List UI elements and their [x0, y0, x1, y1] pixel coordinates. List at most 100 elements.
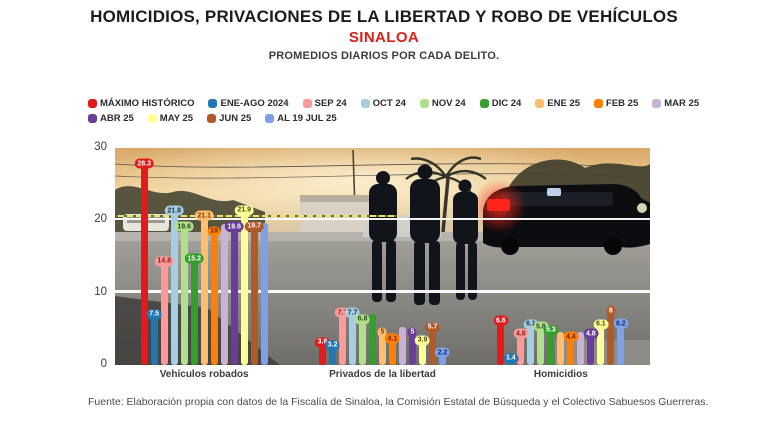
bar-value-label: 2.2 — [435, 347, 450, 358]
bar-value-label: 3.9 — [415, 335, 430, 346]
bar: 4.4 — [563, 331, 579, 365]
legend-label: AL 19 JUL 25 — [277, 113, 337, 124]
bar: 21.8 — [164, 205, 184, 365]
chart-tagline: PROMEDIOS DIARIOS POR CADA DELITO. — [268, 50, 500, 63]
bar-value-label: 28.3 — [134, 158, 154, 169]
bar: 19 — [207, 226, 221, 365]
blue-police-light — [547, 188, 561, 196]
legend-label: DIC 24 — [491, 98, 522, 109]
bar-value-label: 5.7 — [425, 322, 440, 333]
bar-value-label: 1.4 — [503, 353, 519, 364]
legend-swatch — [147, 114, 157, 123]
bar-value-label: 4.8 — [583, 328, 599, 339]
bar: 5.8 — [533, 321, 549, 365]
legend-label: MAR 25 — [664, 98, 700, 109]
bar-value-label: 5 — [378, 327, 387, 338]
bar: 5 — [378, 327, 387, 365]
red-brake-light — [487, 199, 510, 211]
bar-value-label: 6.6 — [493, 315, 509, 326]
y-tick-label: 0 — [100, 358, 107, 370]
bar: 5 — [408, 327, 417, 365]
legend-label: JUN 25 — [219, 113, 252, 124]
legend-swatch — [479, 99, 489, 108]
bar-value-label: 19.6 — [224, 221, 244, 232]
bar: 5.7 — [425, 322, 440, 365]
legend-swatch — [265, 114, 275, 123]
x-axis-category-labels: Vehículos robados Privados de la libertad… — [115, 369, 650, 380]
legend-label: MAY 25 — [159, 113, 194, 124]
bar: 6.8 — [355, 314, 370, 365]
bar — [398, 326, 406, 365]
bar-value-label: 19.6 — [174, 221, 194, 232]
bar-value-label: 8 — [606, 305, 616, 316]
bar: 19.7 — [244, 221, 264, 365]
bar-group: 3.6 3.2 7.7 7.7 6.8 5 4.1 5 3.9 5.7 2.2 — [315, 148, 450, 365]
bar: 21.9 — [234, 205, 254, 365]
yellow-reference-line — [115, 214, 399, 218]
bar-chart: 0 10 20 30 — [94, 141, 650, 380]
legend-swatch — [302, 99, 312, 108]
y-tick-label: 20 — [94, 213, 107, 226]
bar-value-label: 7.7 — [345, 307, 360, 318]
legend-label: ENE 25 — [547, 98, 581, 109]
legend-item: ENE 25 — [535, 98, 580, 109]
y-tick-label: 30 — [94, 141, 107, 153]
bar-value-label: 19 — [207, 226, 221, 237]
legend-label: MÁXIMO HISTÓRICO — [100, 98, 195, 109]
bar: 4.8 — [513, 328, 529, 365]
bar-value-label: 21.1 — [194, 210, 214, 221]
legend-item: MÁXIMO HISTÓRICO — [88, 98, 194, 109]
bar-value-label: 4.8 — [513, 328, 529, 339]
bar-group: 28.3 7.5 14.8 21.8 19.6 15.2 21.1 19 19.6 21.9 19.… — [134, 148, 268, 365]
bar: 3.9 — [415, 335, 430, 365]
subtitle-state: SINALOA — [348, 29, 420, 47]
bar-value-label: 5 — [408, 327, 417, 338]
bar: 7.7 — [335, 307, 350, 365]
category-label: Vehículos robados — [159, 369, 249, 380]
bar — [557, 331, 565, 365]
bar-value-label: 6.8 — [355, 314, 370, 325]
legend-swatch — [88, 114, 97, 123]
legend-label: NOV 24 — [431, 98, 466, 109]
bar: 6.6 — [493, 315, 509, 365]
chart-legend: MÁXIMO HISTÓRICO ENE-AGO 2024 SEP 24 OCT 24… — [88, 98, 752, 124]
legend-item: DIC 24 — [479, 98, 522, 109]
bar — [368, 314, 376, 365]
police-vehicle — [472, 179, 650, 255]
gridline-20 — [115, 217, 650, 221]
bar-value-label: 4.1 — [385, 333, 400, 344]
legend-item: ENE-AGO 2024 — [208, 98, 289, 109]
bar: 5.3 — [543, 325, 559, 365]
legend-item: NOV 24 — [419, 98, 466, 109]
bar — [260, 222, 268, 365]
bar-value-label: 6.1 — [523, 319, 539, 330]
bar-groups: 28.3 7.5 14.8 21.8 19.6 15.2 21.1 19 19.6 21.9 19.… — [115, 148, 650, 365]
legend-swatch — [360, 99, 370, 108]
legend-item: JUN 25 — [207, 113, 251, 124]
legend-item: SEP 24 — [302, 98, 347, 109]
legend-swatch — [208, 99, 218, 108]
bar: 6.2 — [613, 318, 629, 365]
bar-value-label: 7.7 — [335, 307, 350, 318]
legend-label: ENE-AGO 2024 — [220, 98, 289, 109]
bar-value-label: 4.4 — [563, 331, 579, 342]
police-figures — [369, 164, 478, 305]
legend-label: OCT 24 — [372, 98, 406, 109]
legend-swatch — [419, 99, 429, 108]
bar-value-label: 3.2 — [325, 340, 340, 351]
bar — [577, 331, 585, 365]
bar: 2.2 — [435, 347, 450, 365]
bar-value-label: 14.8 — [154, 256, 174, 267]
bar: 3.2 — [325, 340, 340, 365]
bar-value-label: 5.3 — [543, 325, 559, 336]
plot-area: 28.3 7.5 14.8 21.8 19.6 15.2 21.1 19 19.6 21.9 19.… — [115, 148, 650, 365]
legend-label: FEB 25 — [606, 98, 639, 109]
bar-value-label: 6.1 — [593, 319, 609, 330]
bar: 19.6 — [224, 221, 244, 365]
bar: 15.2 — [184, 253, 204, 365]
bar-value-label: 3.6 — [315, 337, 330, 348]
bar: 6.1 — [523, 319, 539, 365]
category-label: Privados de la libertad — [329, 369, 436, 380]
bar: 28.3 — [134, 158, 154, 365]
legend-item: AL 19 JUL 25 — [265, 113, 337, 124]
